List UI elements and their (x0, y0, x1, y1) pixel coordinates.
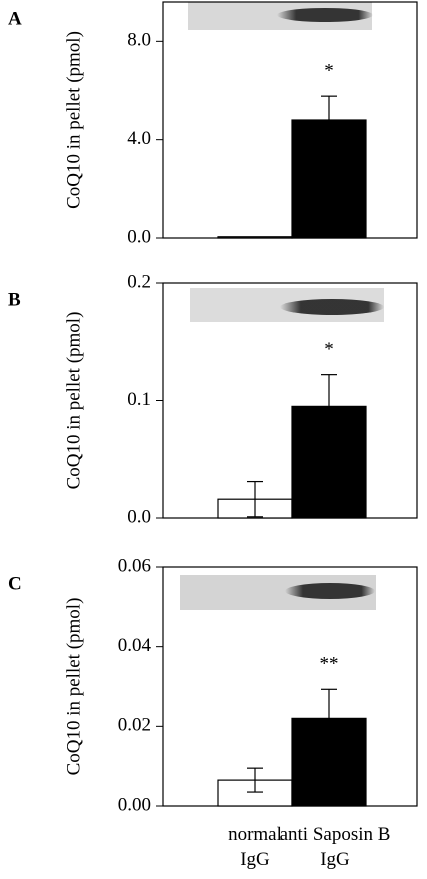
bar (291, 717, 367, 807)
blot-a (188, 2, 373, 30)
blot-c (180, 575, 376, 610)
y-tick-label: 0.02 (118, 715, 151, 736)
significance: ** (320, 654, 339, 675)
panel-label: B (8, 289, 21, 310)
y-axis-label: CoQ10 in pellet (pmol) (63, 31, 84, 209)
y-tick-label: 0.0 (127, 506, 151, 527)
panel-label: A (8, 8, 22, 29)
bar (291, 405, 367, 519)
y-tick-label: 0.00 (118, 794, 151, 815)
y-tick-label: 0.06 (118, 555, 151, 576)
y-tick-label: 0.0 (127, 226, 151, 247)
blot-b (190, 288, 384, 322)
panel-label: C (8, 573, 22, 594)
significance: * (324, 61, 334, 82)
significance: * (324, 339, 334, 360)
bar (291, 119, 367, 239)
y-tick-label: 0.1 (127, 389, 151, 410)
y-tick-label: 0.2 (127, 271, 151, 292)
y-axis-label: CoQ10 in pellet (pmol) (63, 312, 84, 490)
y-tick-label: 4.0 (127, 128, 151, 149)
x-tick-label: normal IgG (228, 824, 282, 870)
bar (217, 236, 293, 239)
y-tick-label: 0.04 (118, 635, 152, 656)
y-axis-label: CoQ10 in pellet (pmol) (63, 598, 84, 776)
x-tick-label: anti Saposin B IgG (279, 824, 391, 870)
y-tick-label: 8.0 (127, 30, 151, 51)
plot-frame (162, 1, 418, 239)
